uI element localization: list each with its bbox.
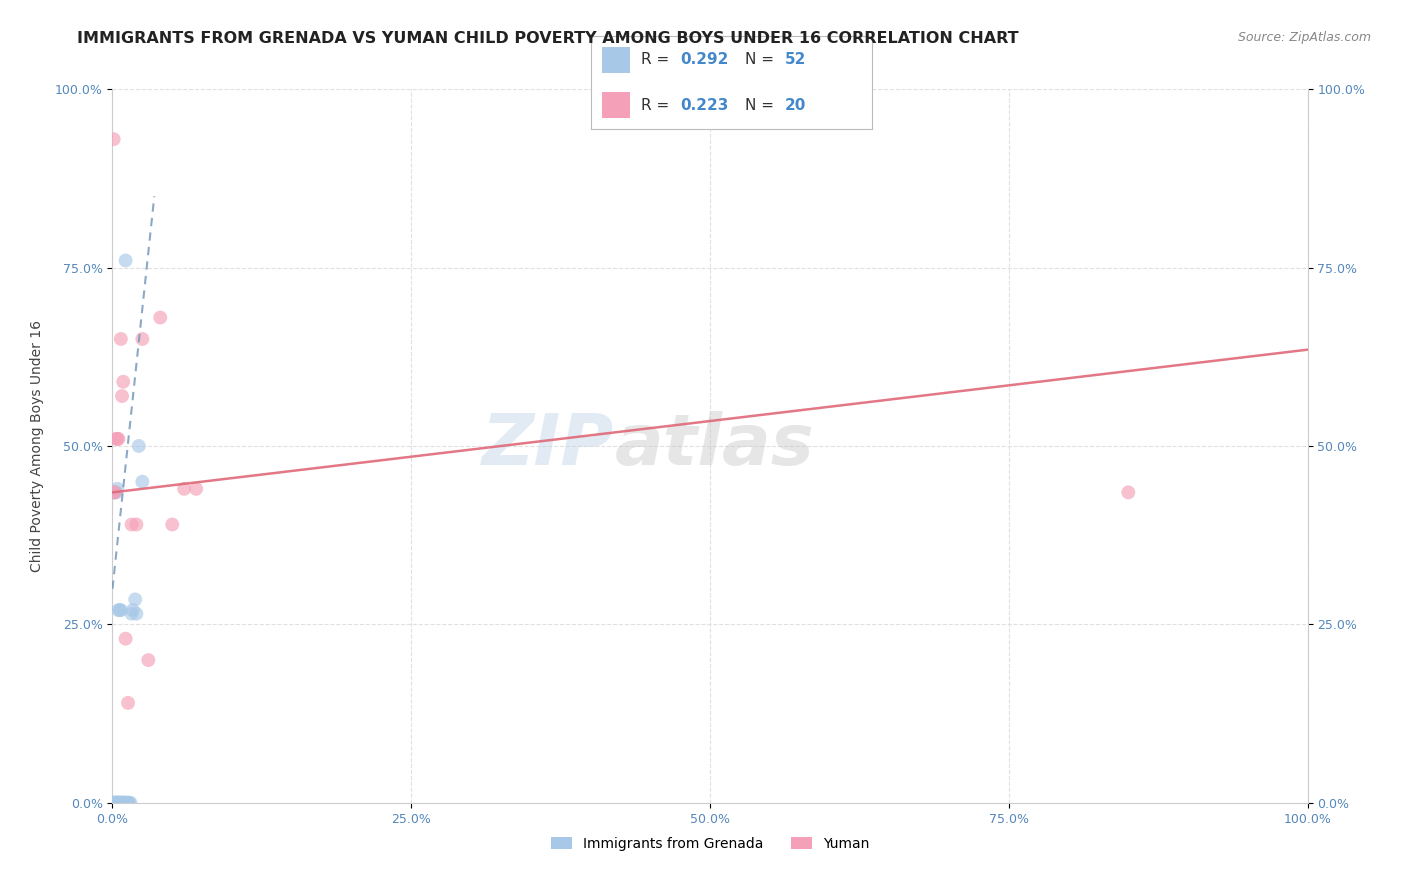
Point — [108, 603, 131, 617]
Point — [105, 796, 128, 810]
Point — [114, 796, 135, 810]
Point — [111, 796, 134, 810]
Point — [108, 796, 131, 810]
Point — [111, 389, 134, 403]
Text: 52: 52 — [785, 52, 806, 67]
Point — [110, 796, 132, 810]
Point — [114, 796, 135, 810]
Point — [108, 796, 131, 810]
Point — [114, 253, 136, 268]
Text: Source: ZipAtlas.com: Source: ZipAtlas.com — [1237, 31, 1371, 45]
Bar — [602, 47, 630, 73]
Point — [124, 592, 146, 607]
Point — [107, 432, 129, 446]
Point — [105, 796, 128, 810]
Point — [103, 485, 125, 500]
Point — [114, 632, 136, 646]
Point — [112, 796, 135, 810]
Point — [107, 796, 129, 810]
Point — [112, 796, 135, 810]
Point — [105, 796, 128, 810]
Text: IMMIGRANTS FROM GRENADA VS YUMAN CHILD POVERTY AMONG BOYS UNDER 16 CORRELATION C: IMMIGRANTS FROM GRENADA VS YUMAN CHILD P… — [77, 31, 1019, 46]
Point — [103, 132, 125, 146]
Point — [121, 517, 143, 532]
Point — [110, 603, 132, 617]
Point — [103, 796, 125, 810]
Point — [108, 796, 131, 810]
Point — [104, 796, 127, 810]
Point — [105, 432, 128, 446]
Point — [138, 653, 160, 667]
Point — [131, 475, 153, 489]
Point — [110, 796, 132, 810]
Point — [105, 432, 128, 446]
Point — [1118, 485, 1140, 500]
Point — [117, 796, 139, 810]
Point — [128, 439, 150, 453]
Point — [173, 482, 195, 496]
Point — [121, 603, 143, 617]
Point — [107, 796, 129, 810]
Point — [103, 796, 125, 810]
Point — [125, 607, 148, 621]
Text: ZIP: ZIP — [482, 411, 614, 481]
Point — [112, 796, 135, 810]
Point — [105, 796, 128, 810]
Point — [117, 796, 139, 810]
Point — [104, 485, 127, 500]
Text: R =: R = — [641, 98, 675, 113]
Point — [114, 796, 136, 810]
Point — [115, 796, 138, 810]
Point — [111, 796, 134, 810]
Text: 20: 20 — [785, 98, 806, 113]
Point — [107, 796, 129, 810]
Point — [105, 796, 128, 810]
Text: N =: N = — [745, 52, 779, 67]
Point — [162, 517, 183, 532]
Text: 0.223: 0.223 — [681, 98, 728, 113]
Point — [114, 796, 135, 810]
Point — [107, 796, 129, 810]
Legend: Immigrants from Grenada, Yuman: Immigrants from Grenada, Yuman — [546, 831, 875, 856]
Point — [104, 485, 127, 500]
Point — [107, 603, 129, 617]
Point — [110, 796, 132, 810]
Point — [118, 796, 141, 810]
Text: 0.292: 0.292 — [681, 52, 728, 67]
Point — [131, 332, 153, 346]
Point — [125, 517, 148, 532]
Point — [112, 375, 135, 389]
Point — [105, 796, 128, 810]
Point — [105, 482, 128, 496]
Point — [117, 696, 139, 710]
Point — [104, 796, 127, 810]
Point — [121, 607, 143, 621]
Y-axis label: Child Poverty Among Boys Under 16: Child Poverty Among Boys Under 16 — [30, 320, 44, 572]
Point — [103, 796, 125, 810]
Point — [149, 310, 172, 325]
Point — [105, 485, 128, 500]
Point — [104, 796, 127, 810]
Point — [104, 796, 127, 810]
Point — [114, 796, 135, 810]
Text: R =: R = — [641, 52, 675, 67]
Point — [186, 482, 208, 496]
Text: atlas: atlas — [614, 411, 814, 481]
Bar — [602, 92, 630, 118]
Point — [110, 332, 132, 346]
Point — [103, 485, 125, 500]
Point — [120, 796, 142, 810]
Text: N =: N = — [745, 98, 779, 113]
